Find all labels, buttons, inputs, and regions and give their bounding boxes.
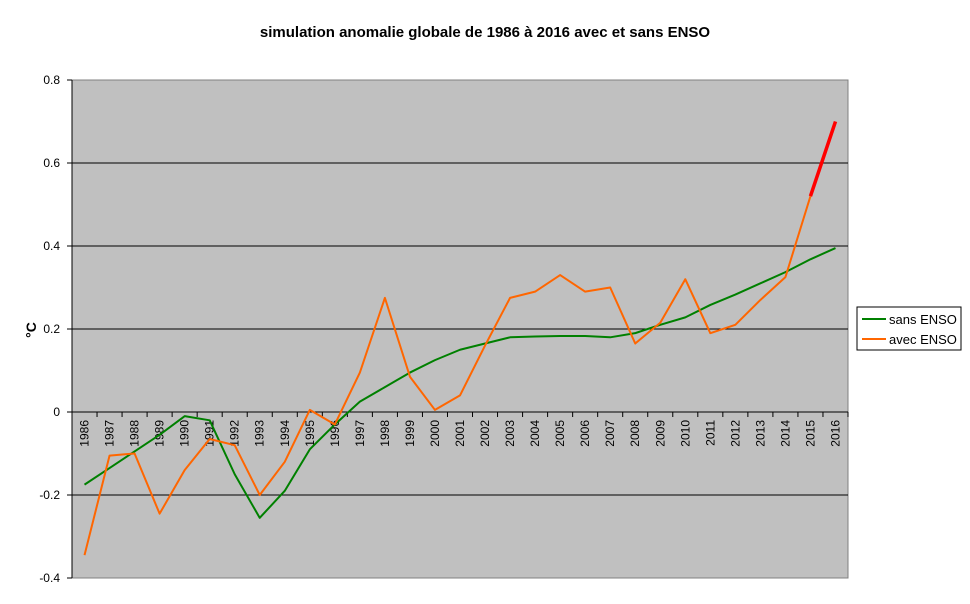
legend: sans ENSO avec ENSO	[856, 306, 962, 351]
x-tick-label: 2016	[828, 420, 842, 447]
legend-label-avec-enso: avec ENSO	[889, 332, 957, 347]
y-tick-label: 0.2	[43, 322, 60, 336]
x-tick-label: 1994	[278, 420, 292, 447]
y-axis-label: °C	[23, 322, 39, 338]
x-tick-label: 2011	[703, 420, 717, 446]
y-tick-label: -0.4	[39, 571, 60, 585]
x-tick-label: 2007	[603, 420, 617, 447]
x-tick-label: 1989	[153, 420, 167, 447]
x-tick-label: 2013	[753, 420, 767, 447]
x-tick-label: 2006	[578, 420, 592, 447]
x-tick-label: 1987	[103, 420, 117, 447]
y-tick-label: 0.4	[43, 239, 60, 253]
x-tick-label: 2014	[778, 420, 792, 447]
x-tick-label: 1990	[178, 420, 192, 447]
x-tick-label: 2004	[528, 420, 542, 447]
x-tick-label: 2015	[803, 420, 817, 447]
x-tick-label: 2008	[628, 420, 642, 447]
x-tick-label: 2005	[553, 420, 567, 447]
x-tick-label: 2000	[428, 420, 442, 447]
x-tick-label: 1998	[378, 420, 392, 447]
x-tick-label: 1993	[253, 420, 267, 447]
y-tick-label: 0	[53, 405, 60, 419]
series-line-avec-enso	[83, 195, 812, 556]
x-tick-label: 2001	[453, 420, 467, 447]
x-tick-label: 1988	[128, 420, 142, 447]
x-tick-label: 2003	[503, 420, 517, 447]
x-tick-label: 2012	[728, 420, 742, 447]
x-tick-label: 1992	[228, 420, 242, 447]
x-tick-label: 1999	[403, 420, 417, 447]
y-tick-label: 0.6	[43, 156, 60, 170]
x-tick-label: 2009	[653, 420, 667, 447]
x-tick-label: 1997	[353, 420, 367, 447]
series-highlight-segment	[808, 120, 838, 197]
x-tick-label: 2010	[678, 420, 692, 447]
x-tick-label: 1986	[78, 420, 92, 447]
chart-title: simulation anomalie globale de 1986 à 20…	[260, 24, 711, 41]
x-tick-label: 1995	[303, 420, 317, 447]
legend-label-sans-enso: sans ENSO	[889, 312, 957, 327]
x-tick-label: 2002	[478, 420, 492, 447]
x-tick-label: 1996	[328, 420, 342, 447]
y-tick-label: 0.8	[43, 73, 60, 87]
y-tick-label: -0.2	[39, 488, 60, 502]
